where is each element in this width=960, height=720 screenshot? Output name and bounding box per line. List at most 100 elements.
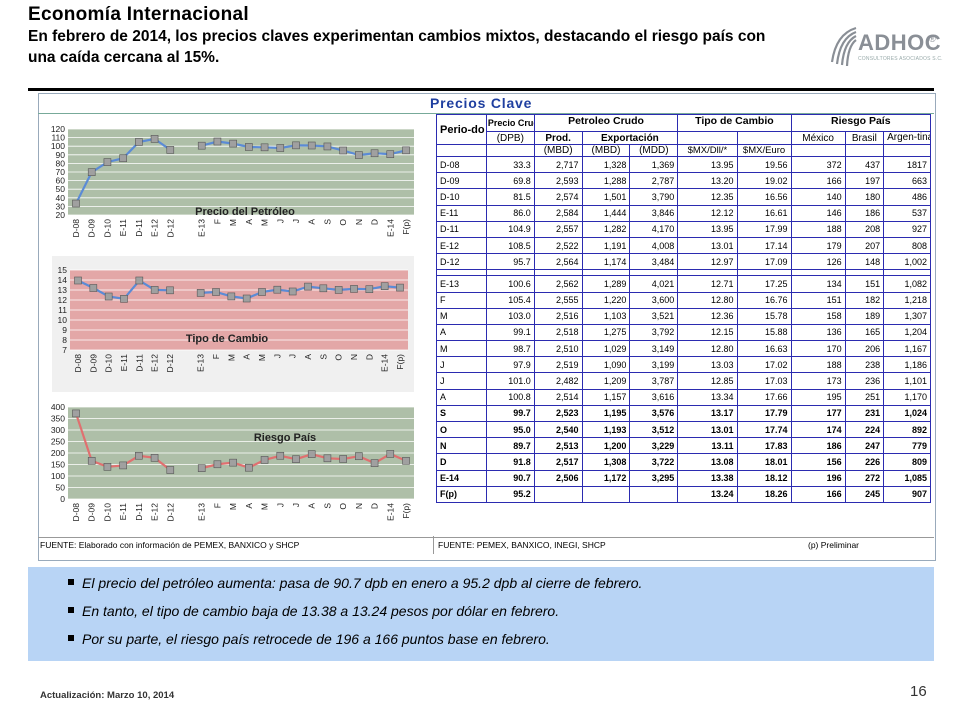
- y-tick-label: 11: [58, 305, 67, 315]
- header-dpb: (DPB): [485, 131, 535, 145]
- value-cell: 18.01: [736, 453, 792, 471]
- value-cell: 1,369: [629, 155, 679, 174]
- table-row: E-14 90.7 2,506 1,172 3,295 13.38 18.12 196 272 1…: [436, 469, 931, 487]
- data-point: [72, 199, 80, 208]
- value-cell: 3,790: [629, 188, 679, 206]
- value-cell: 195: [790, 388, 846, 406]
- x-tick-label: D-12: [165, 219, 175, 238]
- bullet-oil: El precio del petróleo aumenta: pasa de …: [68, 575, 642, 591]
- data-point: [119, 154, 127, 163]
- value-cell: 1,200: [581, 437, 631, 455]
- data-point: [334, 286, 343, 294]
- value-cell: 17.09: [736, 253, 792, 271]
- x-tick-label: D-12: [165, 354, 175, 373]
- value-cell: 907: [883, 485, 931, 503]
- value-cell: 206: [844, 340, 885, 358]
- data-point: [103, 463, 112, 471]
- value-cell: 98.7: [485, 340, 535, 358]
- data-point: [370, 149, 379, 158]
- logo-text: ADHOC: [858, 30, 942, 55]
- data-point: [288, 287, 297, 296]
- value-cell: 2,517: [533, 453, 583, 471]
- value-cell: 3,792: [629, 323, 679, 342]
- header-rule: [28, 88, 934, 91]
- value-cell: 1,289: [581, 275, 631, 293]
- y-tick-label: 150: [51, 460, 65, 470]
- x-tick-label: N: [354, 503, 364, 509]
- x-tick-label: D-09: [87, 219, 97, 238]
- x-tick-label: E-13: [196, 354, 206, 372]
- value-cell: 177: [790, 404, 846, 423]
- y-tick-label: 13: [58, 285, 68, 295]
- value-cell: 69.8: [485, 172, 535, 190]
- value-cell: 1,170: [883, 388, 931, 406]
- x-tick-label: M: [260, 503, 270, 510]
- value-cell: 12.85: [677, 372, 738, 390]
- value-cell: 89.7: [485, 437, 535, 455]
- value-cell: 1,195: [581, 404, 631, 423]
- value-cell: 165: [844, 323, 885, 342]
- value-cell: 17.66: [736, 388, 792, 406]
- value-cell: 437: [844, 155, 885, 174]
- x-tick-label: S: [318, 354, 328, 360]
- value-cell: 179: [790, 236, 846, 255]
- x-tick-label: J: [275, 219, 285, 223]
- value-cell: 1,191: [581, 236, 631, 255]
- value-cell: 188: [790, 220, 846, 238]
- header-brasil: Brasil: [844, 131, 885, 145]
- value-cell: 808: [883, 236, 931, 255]
- value-cell: 104.9: [485, 220, 535, 238]
- period-cell: J: [436, 356, 487, 374]
- table-row: D-12 95.7 2,564 1,174 3,484 12.97 17.09 126 148 1…: [436, 253, 931, 271]
- value-cell: 17.03: [736, 372, 792, 390]
- value-cell: 1,002: [883, 253, 931, 271]
- value-cell: 182: [844, 291, 885, 309]
- period-cell: D-09: [436, 172, 487, 190]
- x-tick-label: D-11: [134, 219, 144, 237]
- value-cell: 19.56: [736, 155, 792, 174]
- page-subtitle: En febrero de 2014, los precios claves e…: [28, 28, 766, 66]
- value-cell: 174: [790, 420, 846, 439]
- y-tick-label: 200: [51, 448, 65, 458]
- header-country-risk: Riesgo País: [790, 114, 932, 132]
- page-title: Economía Internacional: [28, 4, 249, 25]
- value-cell: 2,574: [533, 188, 583, 206]
- value-cell: 189: [844, 307, 885, 325]
- x-tick-label: A: [244, 503, 254, 509]
- units-mbd: (MBD): [581, 144, 631, 157]
- x-tick-label: E-11: [119, 354, 129, 372]
- y-tick-label: 400: [51, 402, 65, 412]
- x-tick-label: M: [260, 219, 270, 226]
- value-cell: 809: [883, 453, 931, 471]
- value-cell: 2,562: [533, 275, 583, 293]
- value-cell: 2,518: [533, 323, 583, 342]
- value-cell: 95.0: [485, 420, 535, 439]
- value-cell: 16.56: [736, 188, 792, 206]
- y-tick-label: 70: [56, 167, 66, 177]
- value-cell: 13.95: [677, 220, 738, 238]
- value-cell: 2,564: [533, 253, 583, 271]
- data-point: [213, 460, 222, 469]
- x-tick-label: E-11: [118, 503, 128, 521]
- source-divider: [433, 536, 434, 554]
- value-cell: 4,170: [629, 220, 679, 238]
- value-cell: 1,024: [883, 404, 931, 423]
- value-cell: 166: [790, 172, 846, 190]
- units-mdd: (MDD): [629, 144, 679, 157]
- y-tick-label: 9: [62, 325, 67, 335]
- data-point: [135, 451, 143, 460]
- value-cell: 1,103: [581, 307, 631, 325]
- value-cell: 140: [790, 188, 846, 206]
- data-point: [260, 456, 269, 464]
- table-row: D-08 33.3 2,717 1,328 1,369 13.95 19.56 372 437 1…: [436, 155, 931, 174]
- bullet-square-icon: [68, 579, 74, 586]
- value-cell: 95.2: [485, 485, 535, 503]
- data-point: [119, 461, 127, 470]
- value-cell: 1,157: [581, 388, 631, 406]
- value-cell: 2,717: [533, 155, 583, 174]
- value-cell: 15.88: [736, 323, 792, 342]
- data-point: [229, 458, 237, 467]
- value-cell: 1,218: [883, 291, 931, 309]
- period-cell: E-11: [436, 204, 487, 222]
